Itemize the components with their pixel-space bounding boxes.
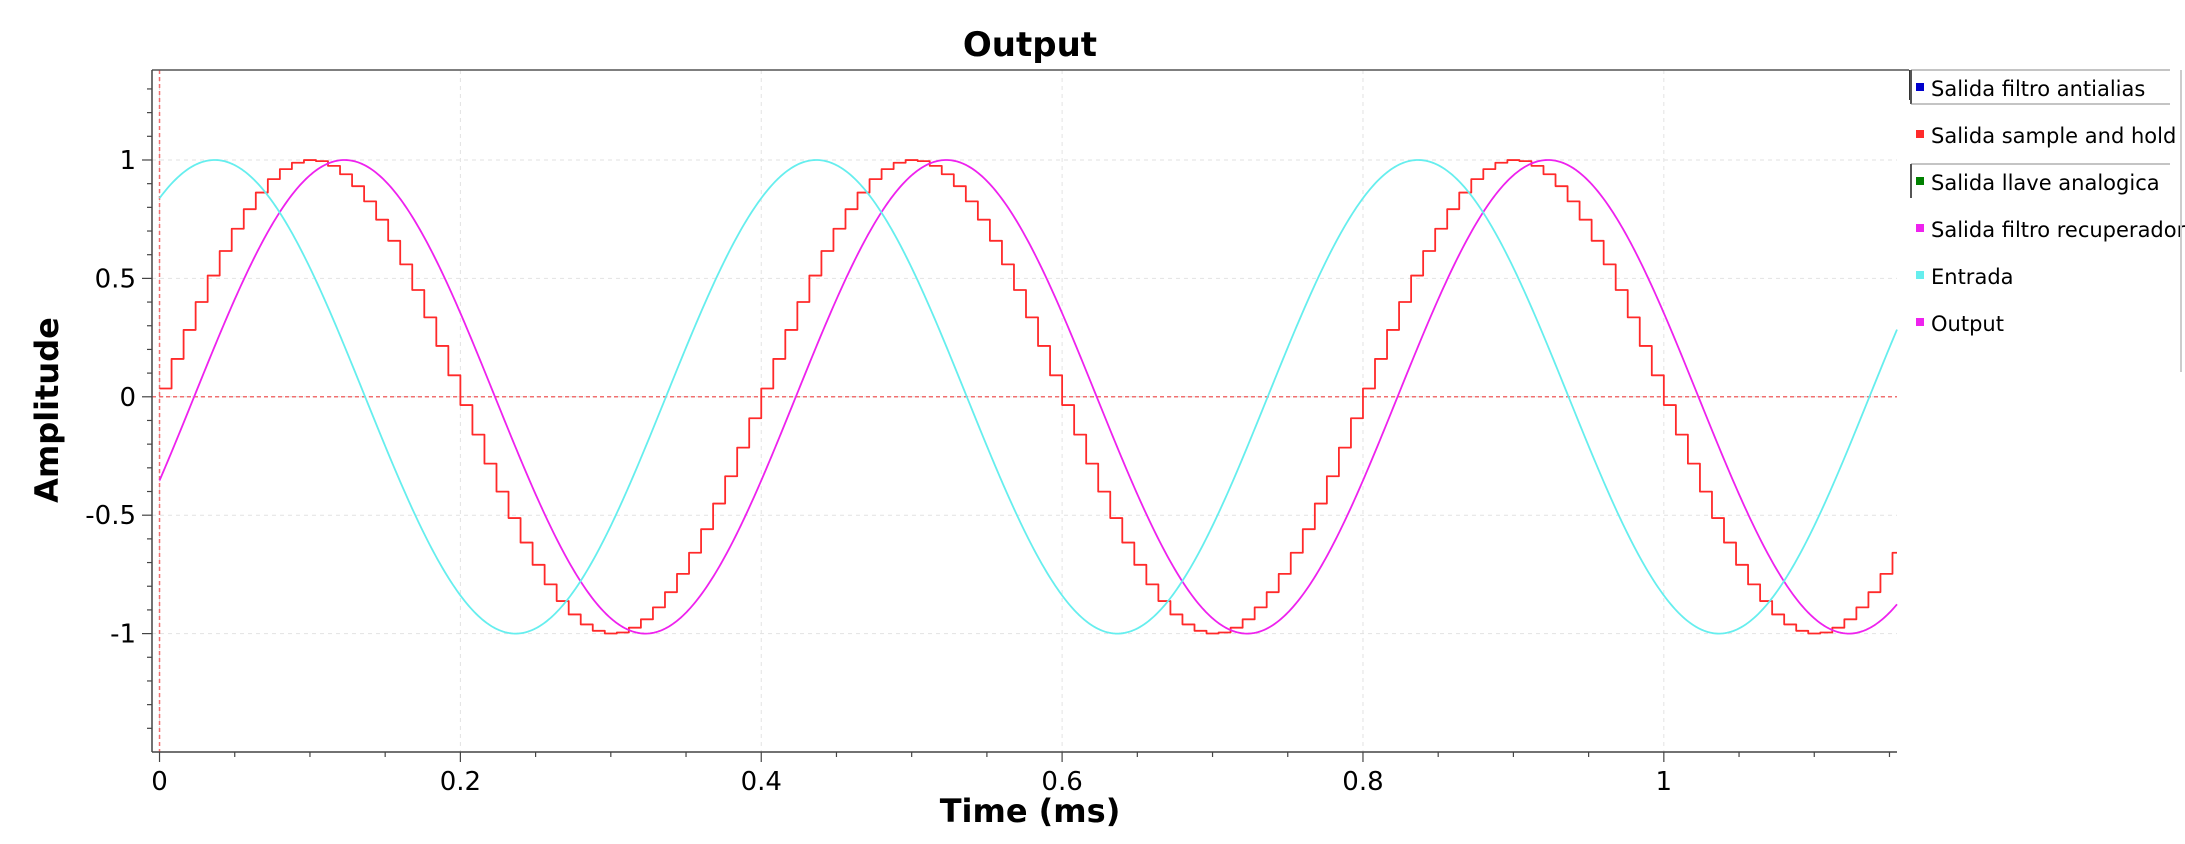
plot-area [158, 159, 1898, 635]
tick-labels: 0 0.2 0.4 0.6 0.8 1 1 0.5 0 -0.5 -1 [85, 146, 1672, 797]
legend-item[interactable]: Salida sample and hold [1916, 124, 2176, 148]
series-line-4 [158, 159, 1898, 635]
grid-layer [152, 70, 1897, 752]
legend-swatch [1916, 177, 1924, 185]
legend-label: Output [1931, 312, 2004, 336]
legend-swatch [1916, 83, 1924, 91]
axes [142, 69, 1909, 762]
legend-label: Salida filtro recuperador [1931, 218, 2185, 242]
legend-swatch [1916, 224, 1924, 232]
x-tick-label: 0.4 [741, 767, 782, 797]
legend-swatch [1916, 271, 1924, 279]
y-tick-label: 1 [119, 146, 136, 176]
x-axis-label: Time (ms) [940, 792, 1121, 830]
legend-right-edge [2180, 70, 2182, 372]
chart-title: Output [963, 25, 1097, 65]
x-tick-label: 0.6 [1041, 767, 1082, 797]
x-tick-label: 0 [151, 767, 168, 797]
y-tick-label: -0.5 [85, 501, 136, 531]
legend-item[interactable]: Entrada [1916, 265, 2014, 289]
legend-label: Entrada [1931, 265, 2014, 289]
series-line-3 [158, 159, 1898, 635]
x-tick-label: 1 [1656, 767, 1673, 797]
legend-item[interactable]: Salida filtro antialias [1910, 69, 2170, 105]
legend-item[interactable]: Salida llave analogica [1910, 163, 2170, 198]
legend-swatch [1916, 130, 1924, 138]
legend-swatch [1916, 318, 1924, 326]
legend-label: Salida sample and hold [1931, 124, 2176, 148]
legend-item[interactable]: Output [1916, 312, 2004, 336]
legend-label: Salida llave analogica [1931, 171, 2160, 195]
y-tick-label: -1 [110, 620, 136, 650]
legend-item[interactable]: Salida filtro recuperador [1916, 218, 2185, 242]
y-tick-label: 0.5 [95, 264, 136, 294]
y-tick-label: 0 [119, 383, 136, 413]
legend[interactable]: Salida filtro antialias Salida sample and… [1910, 69, 2185, 336]
x-tick-label: 0.2 [440, 767, 481, 797]
x-tick-label: 0.8 [1342, 767, 1383, 797]
y-axis-label: Amplitude [28, 317, 66, 503]
legend-label: Salida filtro antialias [1931, 77, 2145, 101]
series-line-1 [159, 159, 1897, 635]
